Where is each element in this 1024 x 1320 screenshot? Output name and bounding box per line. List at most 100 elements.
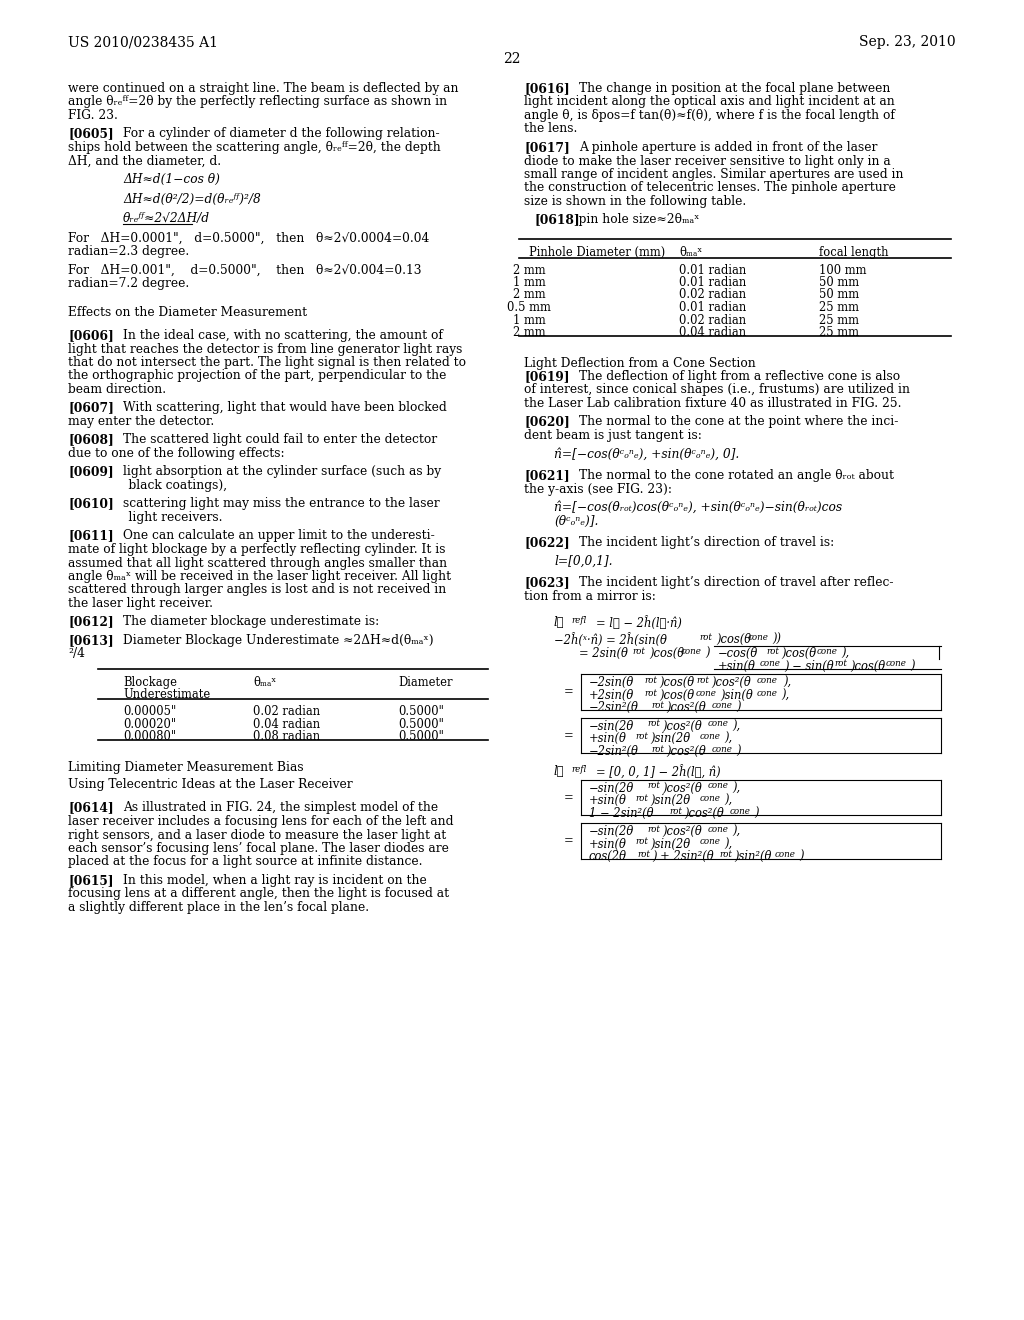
Text: focusing lens at a different angle, then the light is focused at: focusing lens at a different angle, then… [68,887,450,900]
Text: [0607]: [0607] [68,401,114,414]
Text: light absorption at the cylinder surface (such as by: light absorption at the cylinder surface… [123,466,441,479]
Text: diode to make the laser receiver sensitive to light only in a: diode to make the laser receiver sensiti… [524,154,891,168]
Text: cone: cone [760,660,781,668]
Text: 25 mm: 25 mm [819,301,859,314]
Text: cone: cone [730,807,751,816]
Text: )sin(2θ: )sin(2θ [650,733,690,744]
Text: US 2010/0238435 A1: US 2010/0238435 A1 [68,36,218,49]
Text: θₘₐˣ: θₘₐˣ [679,246,702,259]
Text: 0.5000": 0.5000" [398,730,443,743]
Text: angle θₘₐˣ will be received in the laser light receiver. All light: angle θₘₐˣ will be received in the laser… [68,570,452,583]
Text: rot: rot [834,660,847,668]
Text: refl: refl [571,766,587,774]
Text: rot: rot [644,689,656,697]
Text: The scattered light could fail to enter the detector: The scattered light could fail to enter … [123,433,437,446]
Text: In the ideal case, with no scattering, the amount of: In the ideal case, with no scattering, t… [123,329,442,342]
Text: [0610]: [0610] [68,498,114,511]
Text: Diameter Blockage Underestimate ≈2ΔH≈d(θₘₐˣ): Diameter Blockage Underestimate ≈2ΔH≈d(θ… [123,634,433,647]
Text: cone: cone [700,837,721,846]
Text: rot: rot [647,825,659,834]
Text: =: = [564,834,573,847]
Text: In this model, when a light ray is incident on the: In this model, when a light ray is incid… [123,874,427,887]
Text: the y-axis (see FIG. 23):: the y-axis (see FIG. 23): [524,483,672,495]
Text: cone: cone [757,676,778,685]
Text: ): ) [705,647,710,660]
Text: 0.5 mm: 0.5 mm [507,301,551,314]
Text: = l⃗ − 2ĥ(l⃗·n̂): = l⃗ − 2ĥ(l⃗·n̂) [596,616,682,630]
Text: [0612]: [0612] [68,615,114,628]
Text: −2sin(θ: −2sin(θ [589,676,634,689]
Text: [0620]: [0620] [524,416,569,429]
Text: Underestimate: Underestimate [123,689,210,701]
Text: 100 mm: 100 mm [819,264,866,276]
Text: The diameter blockage underestimate is:: The diameter blockage underestimate is: [123,615,379,628]
Text: angle θᵣₑᶠᶠ=2θ by the perfectly reflecting surface as shown in: angle θᵣₑᶠᶠ=2θ by the perfectly reflecti… [68,95,447,108]
Text: rot: rot [647,781,659,791]
Text: ),: ), [841,647,849,660]
Text: )cos(θ: )cos(θ [659,676,694,689]
Text: ),: ), [732,825,740,838]
Text: θᵣₑᶠᶠ≈2√2ΔH/d: θᵣₑᶠᶠ≈2√2ΔH/d [123,213,210,224]
Text: that do not intersect the part. The light signal is then related to: that do not intersect the part. The ligh… [68,356,466,370]
Text: each sensor’s focusing lens’ focal plane. The laser diodes are: each sensor’s focusing lens’ focal plane… [68,842,449,855]
Text: ): ) [736,701,740,714]
Text: )cos²(θ: )cos²(θ [662,825,701,838]
Text: One can calculate an upper limit to the underesti-: One can calculate an upper limit to the … [123,529,435,543]
Text: 1 − 2sin²(θ: 1 − 2sin²(θ [589,807,653,820]
Text: 2 mm: 2 mm [513,264,546,276]
Text: light receivers.: light receivers. [113,511,222,524]
Text: were continued on a straight line. The beam is deflected by an: were continued on a straight line. The b… [68,82,459,95]
Text: )cos²(θ: )cos²(θ [711,676,751,689]
Text: Sep. 23, 2010: Sep. 23, 2010 [859,36,956,49]
Text: light incident along the optical axis and light incident at an: light incident along the optical axis an… [524,95,895,108]
Text: due to one of the following effects:: due to one of the following effects: [68,447,285,459]
Text: =: = [564,685,573,698]
Text: ships hold between the scattering angle, θᵣₑᶠᶠ=2θ, the depth: ships hold between the scattering angle,… [68,141,440,154]
Text: FIG. 23.: FIG. 23. [68,110,118,121]
Text: 2 mm: 2 mm [513,289,546,301]
Text: dent beam is just tangent is:: dent beam is just tangent is: [524,429,701,442]
Text: scattered through larger angles is lost and is not received in: scattered through larger angles is lost … [68,583,446,597]
Text: rot: rot [637,850,650,859]
Text: mate of light blockage by a perfectly reflecting cylinder. It is: mate of light blockage by a perfectly re… [68,543,445,556]
Text: angle θ, is δpos=f tan(θ)≈f(θ), where f is the focal length of: angle θ, is δpos=f tan(θ)≈f(θ), where f … [524,110,895,121]
Text: Using Telecentric Ideas at the Laser Receiver: Using Telecentric Ideas at the Laser Rec… [68,777,352,791]
Text: 50 mm: 50 mm [819,289,859,301]
Text: ),: ), [783,676,792,689]
Text: +2sin(θ: +2sin(θ [589,689,634,701]
Text: l⃗: l⃗ [554,766,564,777]
Text: 0.00020": 0.00020" [123,718,176,730]
Text: cone: cone [817,647,838,656]
Text: ): ) [736,744,740,758]
Text: cone: cone [757,689,778,697]
Text: +sin(θ: +sin(θ [589,733,627,744]
Text: laser receiver includes a focusing lens for each of the left and: laser receiver includes a focusing lens … [68,814,454,828]
Text: assumed that all light scattered through angles smaller than: assumed that all light scattered through… [68,557,447,569]
Text: = [0, 0, 1] − 2ĥ(l⃗, n̂): = [0, 0, 1] − 2ĥ(l⃗, n̂) [596,766,721,779]
Text: −2ĥ(ˣ·n̂) = 2ĥ(sin(θ: −2ĥ(ˣ·n̂) = 2ĥ(sin(θ [554,632,667,647]
Text: [0615]: [0615] [68,874,114,887]
Text: rot: rot [696,676,709,685]
Text: 0.02 radian: 0.02 radian [253,705,321,718]
Text: +sin(θ: +sin(θ [589,837,627,850]
Text: As illustrated in FIG. 24, the simplest model of the: As illustrated in FIG. 24, the simplest … [123,801,438,814]
Text: [0611]: [0611] [68,529,114,543]
Text: )cos²(θ: )cos²(θ [662,781,701,795]
Text: −sin(2θ: −sin(2θ [589,825,634,838]
Text: ),: ), [732,719,740,733]
Text: ) − sin(θ: ) − sin(θ [784,660,834,672]
Text: = 2sin(θ: = 2sin(θ [579,647,628,660]
Text: the Laser Lab calibration fixture 40 as illustrated in FIG. 25.: the Laser Lab calibration fixture 40 as … [524,397,901,411]
Text: cone: cone [708,825,729,834]
Text: 1 mm: 1 mm [513,314,546,326]
Text: ²/4: ²/4 [68,648,85,660]
Text: )cos²(θ: )cos²(θ [666,744,706,758]
Text: cone: cone [775,850,796,859]
Text: The incident light’s direction of travel is:: The incident light’s direction of travel… [579,536,835,549]
Text: rot: rot [635,795,648,803]
Text: the orthographic projection of the part, perpendicular to the: the orthographic projection of the part,… [68,370,446,383]
Text: Pinhole Diameter (mm): Pinhole Diameter (mm) [529,246,666,259]
Text: =: = [564,729,573,742]
Text: 0.01 radian: 0.01 radian [679,264,746,276]
Text: cone: cone [696,689,717,697]
